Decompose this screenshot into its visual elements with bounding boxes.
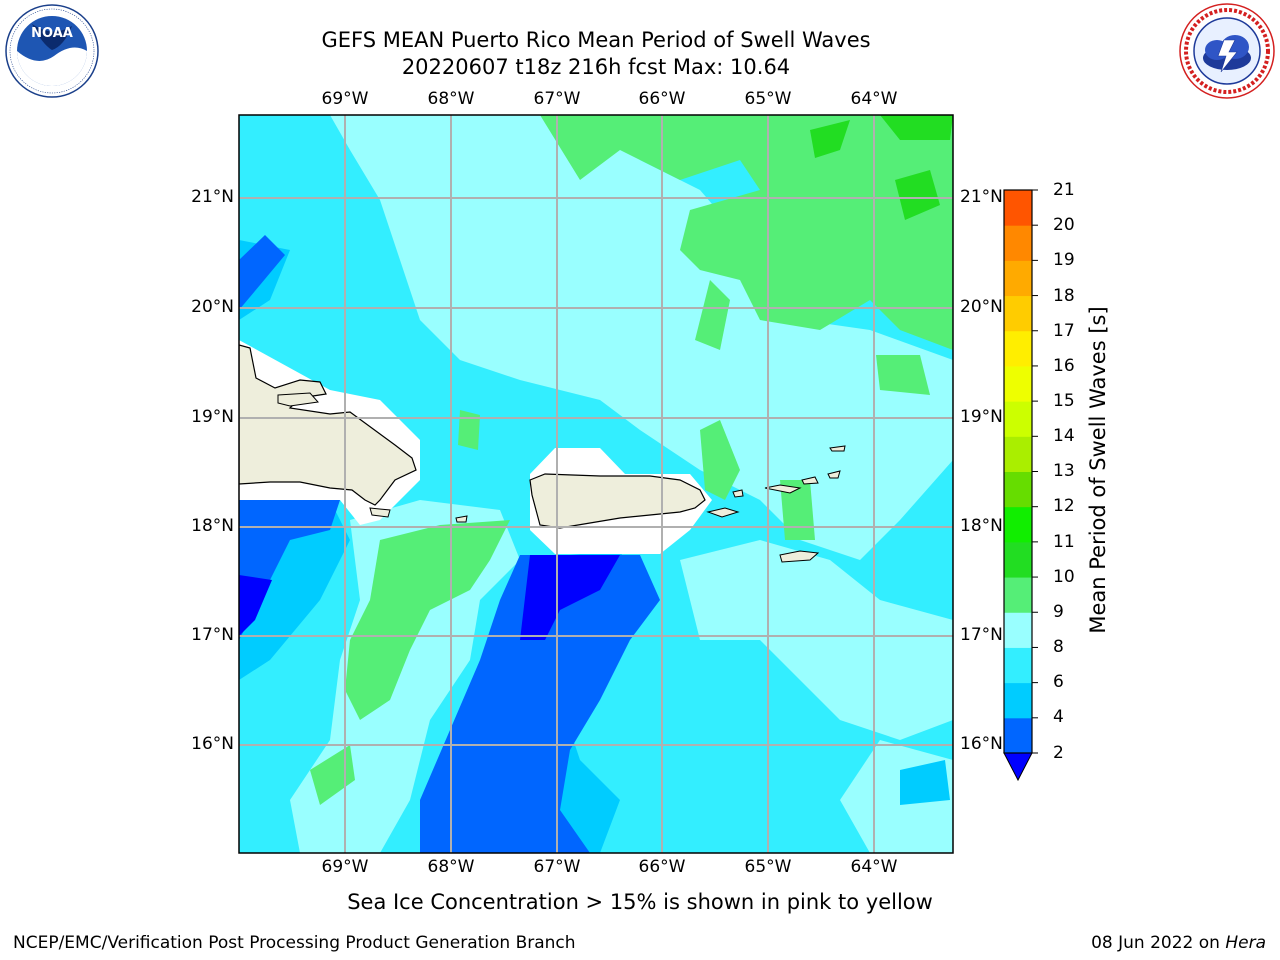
land-vieques [706,507,740,518]
credit-left: NCEP/EMC/Verification Post Processing Pr… [13,933,576,953]
colorbar-label-2: 2 [1053,743,1064,763]
lat-label-right-18n: 18°N [960,516,1003,536]
lat-label-right-16n: 16°N [960,734,1003,754]
period-9-10-patch-c [780,480,815,540]
sea-ice-note: Sea Ice Concentration > 15% is shown in … [347,890,933,914]
period-10-11-patch-a [880,115,953,140]
period-9-10-patch-f [876,355,930,395]
lat-label-right-19n: 19°N [960,407,1003,427]
colorbar-label-9: 9 [1053,602,1064,622]
land-hispaniola [239,344,417,506]
lat-label-right-17n: 17°N [960,625,1003,645]
lon-label-top-66w: 66°W [638,89,686,109]
map-field [239,115,953,853]
lat-label-left-21n: 21°N [191,187,234,207]
colorbar-label-20: 20 [1053,215,1075,235]
credit-right: 08 Jun 2022 on Hera [1091,933,1266,953]
colorbar-label-17: 17 [1053,321,1075,341]
colorbar-label-14: 14 [1053,426,1075,446]
period-8-9-region-se [680,540,953,740]
colorbar-label-15: 15 [1053,391,1075,411]
period-10-11-patch-c [810,120,850,158]
colorbar-label-6: 6 [1053,672,1064,692]
lon-label-top-64w: 64°W [850,89,898,109]
period-2-4-region-w [239,500,340,640]
period-2-4-region-south [420,555,660,853]
lon-label-bottom-69w: 69°W [321,857,369,877]
lon-label-bottom-68w: 68°W [427,857,475,877]
period-under-2-region [520,555,620,640]
land-st-croix [779,550,820,563]
colorbar-label-8: 8 [1053,637,1064,657]
lat-label-left-17n: 17°N [191,625,234,645]
period-9-10-patch-e [458,410,480,450]
period-2-4-region-nw [239,235,285,310]
lat-label-left-19n: 19°N [191,407,234,427]
period-4-6-patch-se [900,760,950,805]
period-9-10-patch-b [700,420,740,500]
period-9-10-patch-d [310,745,355,805]
land-culebra [732,489,744,498]
colorbar-label-19: 19 [1053,250,1075,270]
land-saona [369,507,391,518]
colorbar-title: Mean Period of Swell Waves [s] [1086,306,1110,634]
credit-host: Hera [1225,933,1266,953]
period-9-10-patch-a [695,280,730,350]
lat-label-left-18n: 18°N [191,516,234,536]
noaa-logo-text: NOAA [31,26,73,41]
lat-label-right-21n: 21°N [960,187,1003,207]
colorbar-label-4: 4 [1053,707,1064,727]
credit-date: 08 Jun 2022 on [1091,933,1220,953]
period-8-9-region-north [330,115,953,560]
lon-label-bottom-65w: 65°W [744,857,792,877]
colorbar-label-13: 13 [1053,461,1075,481]
colorbar-label-21: 21 [1053,180,1075,200]
noaa-logo: NOAA [5,4,99,98]
lon-label-bottom-64w: 64°W [850,857,898,877]
lon-label-top-65w: 65°W [744,89,792,109]
period-10-11-patch-b [895,170,940,220]
lon-label-top-69w: 69°W [321,89,369,109]
lon-label-bottom-67w: 67°W [533,857,581,877]
lon-label-top-67w: 67°W [533,89,581,109]
lat-label-right-20n: 20°N [960,297,1003,317]
map-title-line2: 20220607 t18z 216h fcst Max: 10.64 [401,55,791,79]
lat-label-left-20n: 20°N [191,297,234,317]
land-anegada [829,445,846,452]
colorbar-label-18: 18 [1053,286,1075,306]
colorbar-label-11: 11 [1053,532,1075,552]
map-graticule [239,115,953,853]
lat-label-left-16n: 16°N [191,734,234,754]
lon-label-bottom-66w: 66°W [638,857,686,877]
map-title-line1: GEFS MEAN Puerto Rico Mean Period of Swe… [321,28,871,52]
lon-label-top-68w: 68°W [427,89,475,109]
period-9-10-region-sw [345,520,510,720]
period-under-2-patch-w [239,575,272,636]
nws-logo [1179,3,1275,99]
period-9-10-region-ne [540,115,953,350]
land-hispaniola-bay [277,392,319,407]
land-st-thomas [764,484,802,494]
land-tortola [801,476,819,485]
land-mona [455,515,468,523]
colorbar-label-12: 12 [1053,496,1075,516]
colorbar-label-10: 10 [1053,567,1075,587]
land-virgin-gorda [827,470,841,479]
colorbar-label-16: 16 [1053,356,1075,376]
map-frame [238,114,954,854]
